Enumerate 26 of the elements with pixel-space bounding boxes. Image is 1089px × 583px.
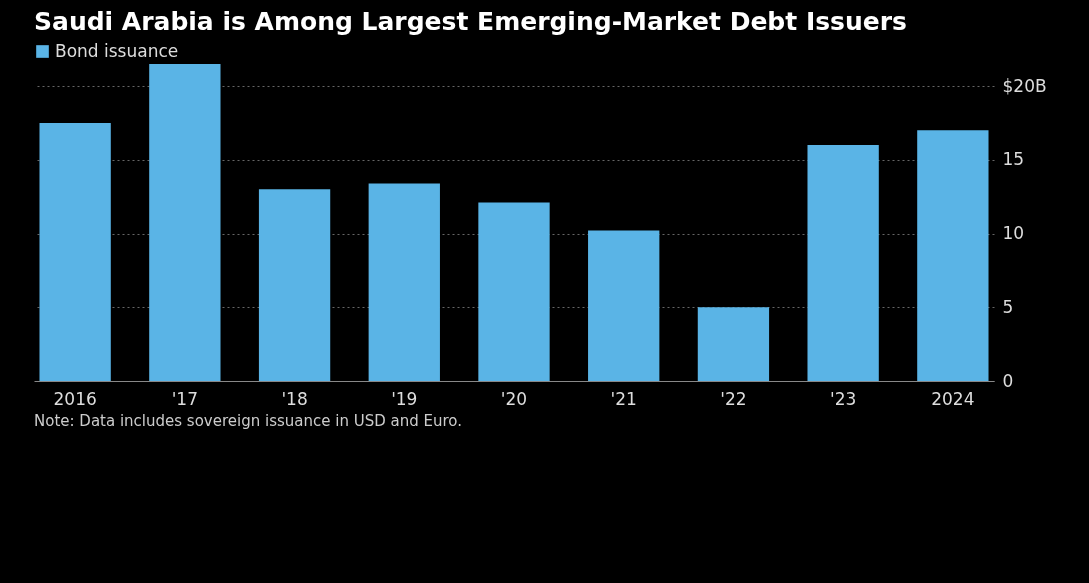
x-tick-label: 2024 xyxy=(931,388,975,409)
y-tick-label: $20B xyxy=(1002,75,1047,96)
bar xyxy=(697,307,770,381)
y-tick-label: 10 xyxy=(1002,223,1025,244)
x-tick-label: '23 xyxy=(829,388,857,409)
bar xyxy=(149,64,221,381)
bar xyxy=(588,230,660,381)
y-tick-label: 0 xyxy=(1002,370,1014,391)
bar xyxy=(917,130,989,381)
chart-title: Saudi Arabia is Among Largest Emerging-Market Debt Issuers xyxy=(34,7,907,36)
bar xyxy=(807,145,879,381)
x-tick-label: '18 xyxy=(281,388,308,409)
text: Note: Data includes sovereign issuance in USD and Euro. xyxy=(34,412,463,430)
bar xyxy=(368,183,440,381)
x-tick-label: '17 xyxy=(171,388,199,409)
x-tick-label: '22 xyxy=(720,388,747,409)
x-tick-label: 2016 xyxy=(53,388,97,409)
bar xyxy=(258,189,331,381)
x-tick-label: '21 xyxy=(610,388,637,409)
x-tick-label: '19 xyxy=(391,388,418,409)
y-tick-label: 15 xyxy=(1002,149,1025,170)
x-tick-label: '20 xyxy=(500,388,528,409)
y-tick-label: 5 xyxy=(1002,296,1014,317)
bar xyxy=(39,122,111,381)
bar xyxy=(478,202,550,381)
legend-label: Bond issuance xyxy=(55,40,179,61)
